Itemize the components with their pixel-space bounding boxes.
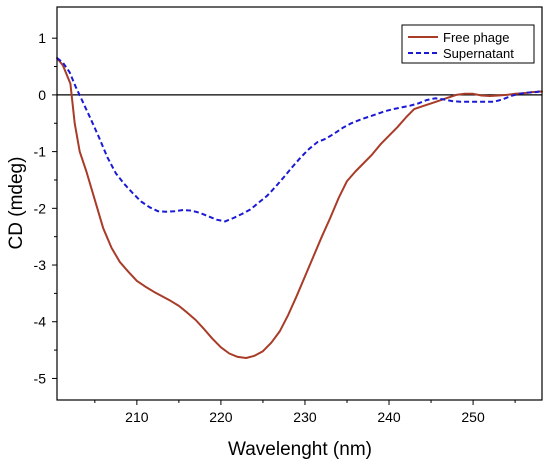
legend-box xyxy=(401,24,535,64)
y-tick-label: -3 xyxy=(34,257,47,273)
y-axis-title: CD (mdeg) xyxy=(6,157,27,250)
legend-label: Supernatant xyxy=(443,46,514,61)
x-tick-label: 210 xyxy=(125,409,149,425)
x-tick-label: 250 xyxy=(461,409,485,425)
legend-label: Free phage xyxy=(443,30,510,45)
y-tick-label: -2 xyxy=(34,200,47,216)
y-tick-label: -5 xyxy=(34,370,47,386)
y-tick-label: 1 xyxy=(38,30,46,46)
plot-frame xyxy=(56,6,543,401)
series-line-supernatant xyxy=(56,57,543,223)
y-tick-label: -4 xyxy=(34,314,47,330)
x-tick-label: 230 xyxy=(293,409,317,425)
series-line-free-phage xyxy=(56,57,543,359)
x-tick-label: 240 xyxy=(377,409,401,425)
x-axis-title: Wavelenght (nm) xyxy=(228,439,372,460)
y-tick-label: 0 xyxy=(38,87,46,103)
series-layer xyxy=(56,57,543,359)
x-tick-label: 220 xyxy=(209,409,233,425)
axis-layer: 210 220 230 240 250 1 0 -1 -2 -3 -4 -5 xyxy=(34,6,543,425)
y-tick-label: -1 xyxy=(34,144,47,160)
